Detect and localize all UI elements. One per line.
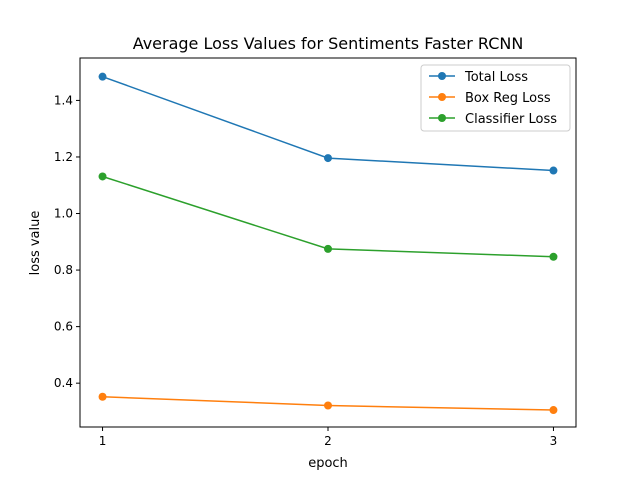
chart-title: Average Loss Values for Sentiments Faste…	[133, 34, 524, 53]
series-line	[102, 175, 554, 258]
y-axis-label: loss value	[28, 211, 43, 276]
x-tick-label: 2	[324, 434, 332, 448]
y-tick-label: 1.2	[54, 150, 73, 164]
legend-label: Box Reg Loss	[465, 91, 551, 106]
legend-label: Total Loss	[464, 70, 528, 85]
legend-frame	[420, 64, 571, 132]
x-axis-label: epoch	[308, 456, 348, 471]
data-point	[324, 154, 332, 163]
y-tick-label: 0.4	[54, 376, 73, 390]
plot-area: 1 2 3 0.4 0.6 0.8 1.0 1.2 1.4	[54, 57, 577, 448]
y-tick-label: 0.6	[54, 320, 73, 334]
data-point	[324, 401, 332, 410]
y-tick-label: 1.4	[54, 93, 73, 107]
data-point	[549, 252, 558, 261]
data-point	[549, 406, 558, 415]
legend-marker	[438, 93, 446, 101]
legend-label: Classifier Loss	[465, 112, 557, 127]
legend-marker	[438, 72, 446, 80]
x-tick-label: 1	[99, 434, 107, 448]
data-point	[98, 172, 107, 181]
data-point	[549, 166, 558, 175]
data-point	[324, 244, 332, 253]
x-tick-label: 3	[550, 434, 558, 448]
data-point	[98, 392, 107, 401]
y-tick-label: 0.8	[54, 263, 73, 277]
data-point	[98, 72, 107, 81]
legend: Total Loss Box Reg Loss Classifier Loss	[420, 64, 571, 132]
legend-marker	[438, 114, 446, 122]
y-tick-label: 1.0	[54, 207, 73, 221]
